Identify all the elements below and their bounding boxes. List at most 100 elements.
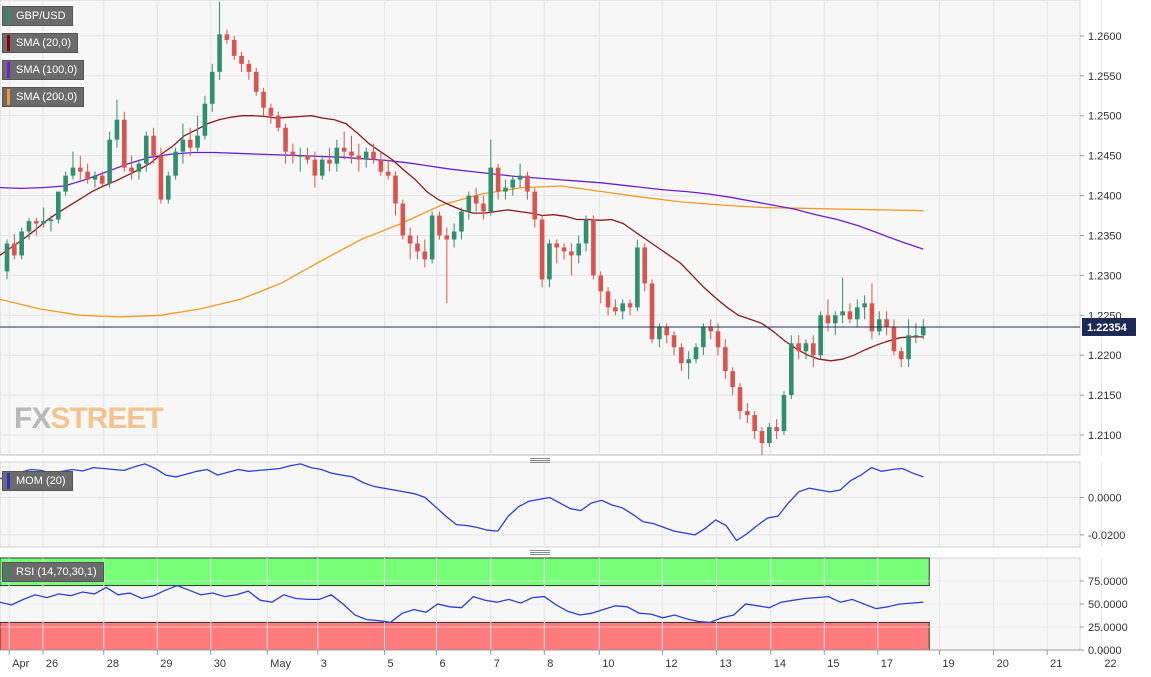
x-tick-label: 8 — [547, 658, 553, 670]
candle — [473, 187, 479, 212]
candle — [56, 191, 61, 224]
candle-body — [906, 335, 911, 360]
candle — [437, 211, 442, 240]
main-y-tick-label: 1.2100 — [1088, 430, 1122, 442]
candle-body — [400, 203, 406, 236]
candle-body — [774, 427, 779, 432]
candle — [884, 311, 889, 336]
candle-body — [576, 243, 582, 256]
candle-body — [202, 103, 208, 136]
candle-body — [283, 127, 288, 152]
candle — [774, 419, 779, 440]
x-tick-label: 20 — [997, 658, 1009, 670]
candle-body — [481, 203, 486, 212]
candle-body — [825, 315, 831, 324]
legend-sma200[interactable]: SMA (200,0) — [2, 87, 85, 107]
candle-body — [305, 155, 310, 160]
main-y-tick-label: 1.2350 — [1088, 230, 1122, 242]
candle-body — [532, 191, 538, 220]
candle-body — [884, 319, 889, 328]
candle-body — [539, 219, 545, 280]
candle — [642, 243, 648, 292]
candle-body — [818, 315, 823, 356]
candle — [811, 335, 816, 368]
candle-body — [847, 311, 853, 320]
candle — [547, 239, 552, 288]
x-tick-label: 28 — [107, 658, 119, 670]
main-y-tick-label: 1.2550 — [1088, 71, 1122, 83]
candle-body — [121, 119, 127, 168]
sma20-color-swatch — [7, 35, 10, 51]
candle-body — [620, 303, 626, 312]
candle-body — [730, 371, 735, 388]
watermark-street: STREET — [50, 402, 163, 435]
main-y-tick-label: 1.2200 — [1088, 350, 1122, 362]
x-tick-label: 6 — [440, 658, 446, 670]
candle — [356, 143, 362, 172]
candle-body — [136, 163, 142, 172]
legend-rsi[interactable]: RSI (14,70,30,1) — [2, 562, 104, 582]
candle-body — [569, 251, 574, 256]
legend-sma20[interactable]: SMA (20,0) — [2, 33, 79, 53]
candle — [554, 239, 560, 264]
candle-body — [466, 195, 472, 212]
candle-body — [393, 175, 398, 204]
rsi-panel: 75.0000 50.0000 25.0000 0.0000 — [0, 557, 1128, 657]
candle-body — [63, 175, 68, 192]
candle-body — [407, 235, 413, 244]
rsi-color-swatch — [7, 564, 10, 580]
candle-body — [723, 347, 728, 372]
legend-sma100[interactable]: SMA (100,0) — [2, 60, 85, 80]
candle — [715, 323, 721, 356]
candle-body — [613, 307, 618, 312]
candle-body — [275, 115, 281, 128]
rsi-y-tick-label: 0.0000 — [1088, 645, 1122, 657]
rsi-panel-resize-handle[interactable] — [530, 549, 550, 555]
candle — [466, 191, 472, 220]
mom-panel-resize-handle[interactable] — [530, 457, 550, 463]
candle-body — [635, 247, 640, 308]
x-tick-label: 10 — [602, 658, 614, 670]
candle — [349, 135, 354, 164]
candle-body — [671, 335, 677, 348]
candle-body — [459, 211, 464, 232]
candle — [832, 311, 838, 336]
candle-body — [891, 327, 897, 352]
candle-body — [796, 343, 801, 352]
candle — [297, 147, 303, 172]
candle — [451, 223, 457, 248]
candle-body — [503, 187, 508, 192]
candle-body — [4, 243, 10, 272]
legend-symbol[interactable]: GBP/USD — [2, 6, 73, 26]
candle — [752, 411, 757, 440]
rsi-y-tick-label: 75.0000 — [1088, 576, 1128, 588]
candle-body — [231, 39, 237, 56]
candle-body — [378, 159, 384, 172]
candle-body — [803, 343, 809, 352]
candle-body — [869, 303, 875, 332]
candle-body — [78, 167, 83, 172]
candle-body — [180, 139, 186, 152]
candle — [34, 217, 39, 236]
mom-y-tick-label: 0.0000 — [1088, 492, 1122, 504]
candle — [305, 147, 310, 164]
watermark-fx: FX — [14, 402, 51, 435]
candle — [92, 171, 98, 188]
candle-body — [195, 135, 200, 148]
candle — [613, 299, 618, 316]
legend-mom[interactable]: MOM (20) — [2, 471, 73, 491]
candle-body — [473, 195, 479, 204]
candle — [41, 207, 46, 228]
x-tick-label: 30 — [214, 658, 226, 670]
candle — [920, 319, 926, 340]
candle — [854, 299, 860, 328]
candle — [217, 1, 222, 80]
candle — [187, 127, 193, 156]
candle — [334, 139, 340, 172]
candle — [283, 123, 288, 164]
candle — [290, 143, 296, 164]
candle-body — [422, 251, 428, 260]
candle-body — [862, 303, 867, 308]
symbol-color-swatch — [7, 8, 10, 24]
candle-body — [598, 275, 604, 292]
